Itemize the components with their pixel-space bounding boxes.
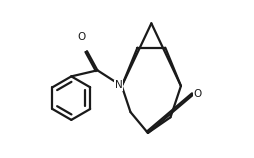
Text: O: O [78,32,86,42]
Text: N: N [115,80,122,90]
Text: O: O [193,89,202,99]
